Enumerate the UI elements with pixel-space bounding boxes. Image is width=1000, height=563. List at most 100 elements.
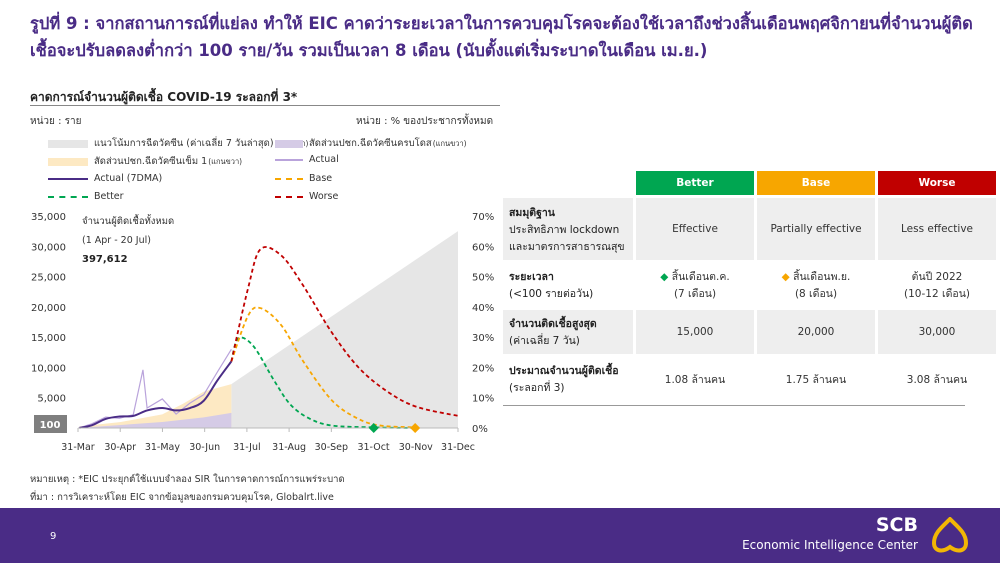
header-better: Better (636, 171, 754, 195)
y-right-tick-label: 20% (472, 363, 494, 374)
legend-swatch-worse (275, 195, 303, 198)
legend-swatch-vacc-first (48, 157, 88, 166)
y-left-tick-label: 20,000 (31, 303, 66, 314)
legend-swatch-vacc-trend (48, 139, 88, 148)
row-label-total: ประมาณจำนวนผู้ติดเชื้อ (ระลอกที่ 3) (503, 357, 633, 401)
scenario-table: Better Base Worse สมมุติฐานประสิทธิภาพ l… (500, 168, 999, 404)
y-right-tick-label: 30% (472, 333, 494, 344)
marker-base (410, 423, 421, 433)
legend-swatch-better (48, 195, 88, 198)
row-sub: (<100 รายต่อวัน) (509, 288, 594, 300)
threshold-label: 100 (40, 420, 61, 431)
vacc-first-area (79, 384, 232, 428)
legend-actual-7dma: Actual (7DMA) (48, 173, 162, 184)
brand-name: SCB (875, 514, 918, 536)
source-note: ที่มา : การวิเคราะห์โดย EIC จากข้อมูลของ… (30, 492, 334, 503)
y-right-tick-label: 10% (472, 394, 494, 405)
cell-total-base: 1.75 ล้านคน (785, 373, 847, 386)
legend-label-worse: Worse (309, 191, 339, 202)
chart-title: คาดการณ์จำนวนผู้ติดเชื้อ COVID-19 ระลอกท… (30, 90, 298, 104)
table-row: สมมุติฐานประสิทธิภาพ lockdown และมาตรการ… (503, 198, 996, 260)
y-right-tick-label: 70% (472, 212, 494, 223)
series-better (230, 336, 416, 429)
y-left-tick-label: 15,000 (31, 333, 66, 344)
legend-swatch-actual (275, 158, 303, 161)
x-tick-label: 31-Aug (272, 442, 306, 453)
table-corner (503, 171, 633, 195)
scb-logo-icon (932, 517, 968, 553)
x-tick-label: 30-Jun (189, 442, 220, 453)
row-title: ประมาณจำนวนผู้ติดเชื้อ (509, 365, 619, 377)
footer-bar: 9 SCB Economic Intelligence Center (0, 508, 1000, 563)
legend-label-actual-7dma: Actual (7DMA) (94, 173, 163, 184)
table-row: จำนวนติดเชื้อสูงสุด (ค่าเฉลี่ย 7 วัน) 15,… (503, 310, 996, 354)
row-label-peak: จำนวนติดเชื้อสูงสุด (ค่าเฉลี่ย 7 วัน) (503, 310, 633, 354)
cell-peak-worse: 30,000 (878, 310, 996, 354)
y-left-tick-label: 30,000 (31, 242, 66, 253)
cell-text: สิ้นเดือนต.ค. (7 เดือน) (671, 271, 730, 300)
legend-actual: Actual (275, 154, 339, 165)
diamond-icon: ◆ (660, 271, 672, 283)
legend-label-vacc-trend: แนวโน้มการฉีดวัคซีน (ค่าเฉลี่ย 7 วันล่าส… (94, 138, 274, 149)
header-worse: Worse (878, 171, 996, 195)
legend-better: Better (48, 191, 124, 202)
remark-note: หมายเหตุ : *EIC ประยุกต์ใช้แบบจำลอง SIR … (30, 474, 345, 485)
page-number: 9 (50, 531, 57, 542)
page-title: รูปที่ 9 : จากสถานการณ์ที่แย่ลง ทำให้ EI… (30, 14, 973, 60)
x-tick-label: 31-Jul (233, 442, 261, 453)
y-left-tick-label: 5,000 (37, 394, 66, 405)
marker-better (368, 423, 379, 433)
cell-assumption-better: Effective (636, 198, 754, 260)
legend-vacc-first: สัดส่วนปชก.ฉีดวัคซีนเข็ม 1 (แกนขวา) (48, 154, 242, 169)
legend-label-actual: Actual (309, 154, 339, 165)
legend-label-base: Base (309, 173, 333, 184)
annotation-label: จำนวนผู้ติดเชื้อทั้งหมด (82, 214, 174, 227)
legend-swatch-actual-7dma (48, 177, 88, 180)
y-right-tick-label: 0% (472, 424, 488, 435)
annotation-value: 397,612 (82, 254, 128, 265)
cell-total-worse: 3.08 ล้านคน (906, 373, 968, 386)
table-bottom-rule (503, 405, 965, 406)
y-left-tick-label: 35,000 (31, 212, 66, 223)
header-base: Base (757, 171, 875, 195)
row-label-assumption: สมมุติฐานประสิทธิภาพ lockdown และมาตรการ… (503, 198, 633, 260)
right-unit-label: หน่วย : % ของประชากรทั้งหมด (356, 116, 494, 127)
y-right-tick-label: 50% (472, 273, 494, 284)
row-title: สมมุติฐาน (509, 206, 555, 219)
vacc-full-area (79, 412, 232, 428)
table-header-row: Better Base Worse (503, 171, 996, 195)
row-title: จำนวนติดเชื้อสูงสุด (509, 318, 597, 330)
table-row: ระยะเวลา (<100 รายต่อวัน) ◆ สิ้นเดือนต.ค.… (503, 263, 996, 307)
cell-text: สิ้นเดือนพ.ย. (8 เดือน) (793, 271, 851, 300)
cell-peak-better: 15,000 (636, 310, 754, 354)
x-tick-label: 31-Dec (441, 442, 475, 453)
x-tick-label: 30-Nov (399, 442, 433, 453)
x-tick-label: 30-Apr (104, 442, 136, 453)
cell-duration-better: ◆ สิ้นเดือนต.ค. (7 เดือน) (636, 263, 754, 307)
row-title: ระยะเวลา (509, 271, 554, 283)
legend-swatch-base (275, 177, 303, 180)
cell-peak-base: 20,000 (757, 310, 875, 354)
series-actual-7dma (79, 360, 233, 429)
table-row: ประมาณจำนวนผู้ติดเชื้อ (ระลอกที่ 3) 1.08 … (503, 357, 996, 401)
legend-base: Base (275, 173, 332, 184)
series-worse (230, 246, 459, 417)
legend-swatch-vacc-full (275, 139, 303, 148)
brand-tagline: Economic Intelligence Center (742, 538, 918, 552)
cell-duration-worse: ต้นปี 2022 (10-12 เดือน) (904, 271, 970, 300)
vacc-trend-area (231, 231, 458, 428)
threshold-box (34, 415, 67, 433)
row-sub: ประสิทธิภาพ lockdown และมาตรการสาธารณสุข (509, 223, 625, 253)
x-tick-label: 30-Sep (315, 442, 348, 453)
cell-assumption-worse: Less effective (878, 198, 996, 260)
cell-total-better: 1.08 ล้านคน (664, 373, 726, 386)
annotation-period: (1 Apr - 20 Jul) (82, 235, 151, 246)
row-sub: (ระลอกที่ 3) (509, 382, 565, 394)
cell-duration-base: ◆ สิ้นเดือนพ.ย. (8 เดือน) (757, 263, 875, 307)
legend-suffix-vacc-full: (แกนขวา) (432, 138, 467, 148)
x-tick-label: 31-May (145, 442, 181, 453)
x-tick-label: 31-Mar (61, 442, 95, 453)
diamond-icon: ◆ (781, 271, 794, 283)
y-right-tick-label: 40% (472, 303, 494, 314)
